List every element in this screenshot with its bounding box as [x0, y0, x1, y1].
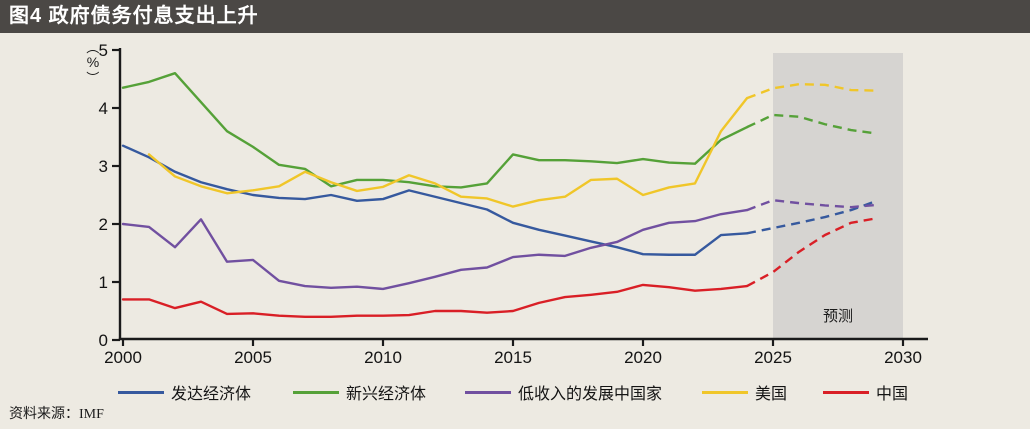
series-line-forecast	[746, 199, 878, 235]
y-tick-label: 3	[99, 157, 108, 176]
series-line-solid	[121, 208, 749, 291]
legend-line-swatch	[702, 390, 748, 394]
x-tick-label: 2005	[234, 348, 272, 367]
x-tick-label: 2010	[364, 348, 402, 367]
x-tick-label: 2020	[624, 348, 662, 367]
open-paren: （	[85, 40, 101, 55]
x-tick-label: 2030	[884, 348, 922, 367]
y-tick-label: 0	[99, 331, 108, 350]
close-paren: ）	[85, 70, 101, 85]
source-note: 资料来源：IMF	[9, 407, 104, 422]
forecast-region	[773, 53, 903, 339]
legend-label: 低收入的发展中国家	[518, 386, 663, 403]
y-tick-label: 5	[99, 41, 108, 60]
series-line-forecast	[746, 217, 878, 288]
x-tick-label: 2025	[754, 348, 792, 367]
y-axis-unit-label: （ % ）	[80, 41, 106, 84]
x-tick-label: 2000	[104, 348, 142, 367]
legend-line-swatch	[118, 390, 164, 394]
legend-item: 中国	[823, 381, 908, 403]
series-line-solid	[121, 283, 749, 318]
legend-item: 新兴经济体	[293, 381, 426, 403]
series-line-solid	[121, 144, 749, 256]
legend-label: 中国	[876, 386, 909, 403]
y-tick-label: 1	[99, 273, 108, 292]
legend-item: 美国	[702, 381, 787, 403]
series-line-solid	[121, 71, 749, 189]
legend-item: 低收入的发展中国家	[465, 381, 662, 403]
chart-legend: 发达经济体 新兴经济体 低收入的发展中国家 美国 中国	[0, 381, 1030, 403]
series-line-forecast	[746, 113, 878, 135]
legend-label: 新兴经济体	[346, 386, 427, 403]
legend-label: 发达经济体	[171, 386, 252, 403]
series-line-forecast	[746, 199, 878, 212]
figure-title-bar: 图4 政府债务付息支出上升	[0, 0, 1030, 33]
legend-item: 发达经济体	[118, 381, 251, 403]
series-line-forecast	[746, 83, 878, 100]
percent-sign: %	[86, 54, 100, 70]
legend-line-swatch	[823, 390, 869, 394]
legend-line-swatch	[465, 390, 511, 394]
legend-label: 美国	[755, 386, 788, 403]
y-tick-label: 2	[99, 215, 108, 234]
figure-title: 图4 政府债务付息支出上升	[9, 5, 259, 27]
series-line-solid	[147, 96, 749, 208]
x-tick-label: 2015	[494, 348, 532, 367]
legend-line-swatch	[293, 390, 339, 394]
forecast-label: 预测	[823, 308, 853, 325]
y-tick-label: 4	[99, 99, 108, 118]
